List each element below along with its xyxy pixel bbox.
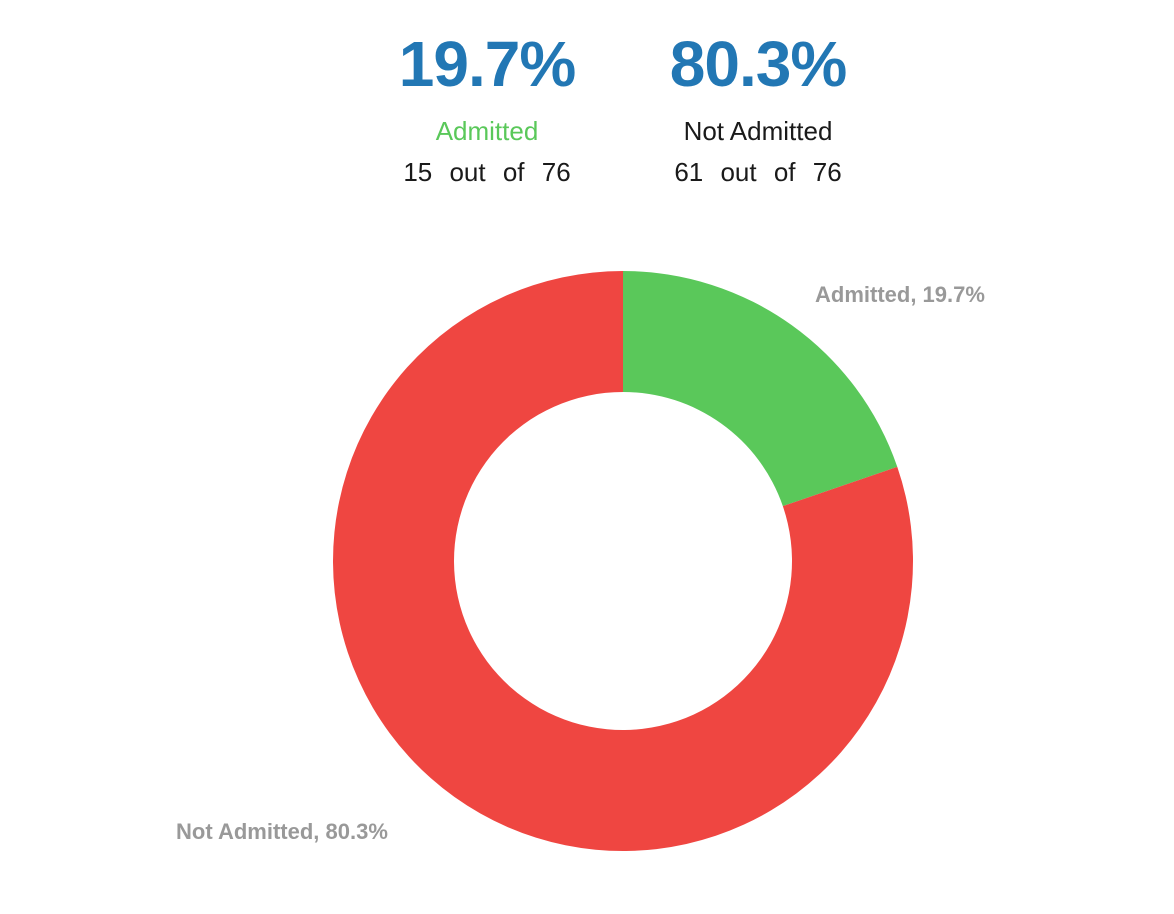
admitted-count: 15 out of 76 xyxy=(403,157,571,188)
not-admitted-label: Not Admitted xyxy=(683,116,833,146)
admitted-summary: 19.7% Admitted 15 out of 76 xyxy=(357,32,617,188)
donut-slice-not-admitted[interactable] xyxy=(332,271,914,852)
not-admitted-count: 61 out of 76 xyxy=(674,157,842,188)
not-admitted-summary: 80.3% Not Admitted 61 out of 76 xyxy=(628,32,888,188)
admitted-label: Admitted xyxy=(435,116,539,146)
not-admitted-percent: 80.3% xyxy=(669,28,847,100)
donut-slice-admitted[interactable] xyxy=(623,271,898,507)
admitted-percent: 19.7% xyxy=(398,28,576,100)
slice-label-not-admitted: Not Admitted, 80.3% xyxy=(176,819,388,844)
donut-slices xyxy=(332,271,914,852)
slice-label-admitted: Admitted, 19.7% xyxy=(815,282,985,307)
